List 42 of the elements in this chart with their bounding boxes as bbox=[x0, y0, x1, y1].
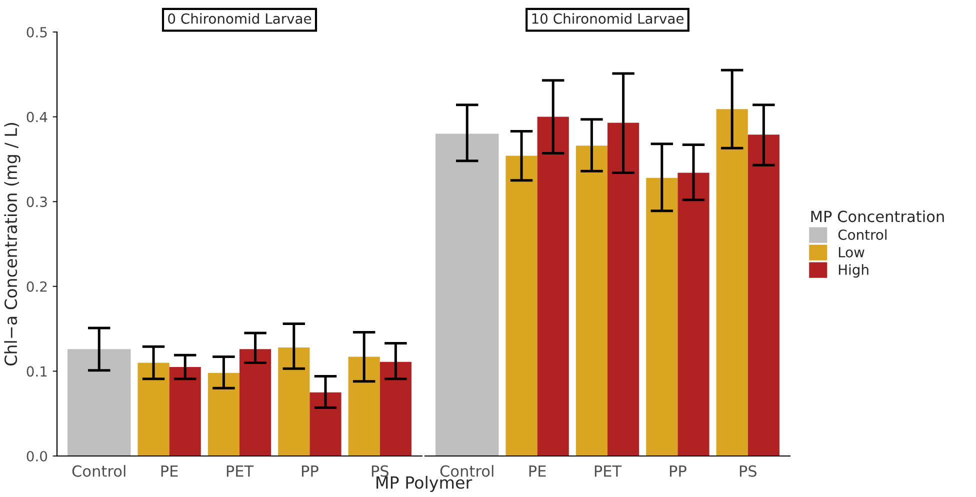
bar bbox=[380, 362, 412, 456]
legend-label: Control bbox=[838, 229, 886, 240]
bar bbox=[169, 366, 201, 456]
bar bbox=[348, 356, 380, 456]
bar bbox=[208, 372, 240, 456]
legend-title: MP Concentration bbox=[811, 210, 944, 222]
bar bbox=[748, 134, 780, 456]
x-tick-label: PS bbox=[372, 465, 388, 477]
bar bbox=[646, 178, 678, 456]
y-tick-label: 0.2 bbox=[26, 281, 47, 292]
chart-title: 0 Chironomid Larvae bbox=[168, 13, 312, 24]
x-tick-label: PE bbox=[529, 466, 546, 477]
x-tick-label: Control bbox=[72, 465, 126, 477]
bar bbox=[506, 156, 538, 456]
y-tick-label: 0.3 bbox=[26, 196, 47, 208]
x-tick-label: PP bbox=[302, 466, 318, 477]
x-tick-label: PS bbox=[740, 465, 756, 477]
x-tick-label: PET bbox=[594, 466, 622, 477]
y-tick-label: 0.4 bbox=[26, 112, 48, 122]
x-tick-label: Control bbox=[440, 465, 494, 477]
bar bbox=[716, 109, 748, 456]
bar bbox=[138, 362, 170, 456]
y-tick-label: 0.5 bbox=[26, 26, 47, 38]
bar bbox=[576, 146, 608, 456]
x-axis-title: MP Polymer bbox=[376, 476, 472, 492]
bar bbox=[68, 349, 131, 456]
x-tick-label: PET bbox=[226, 466, 254, 477]
bar bbox=[678, 172, 710, 456]
bar bbox=[240, 349, 272, 456]
y-tick-label: 0.0 bbox=[26, 450, 48, 462]
bar bbox=[436, 134, 499, 456]
x-tick-label: PE bbox=[161, 466, 178, 477]
y-tick-label: 0.1 bbox=[26, 366, 47, 377]
bar bbox=[608, 122, 640, 456]
bar bbox=[537, 116, 569, 456]
bar bbox=[310, 392, 342, 456]
legend-label: High bbox=[838, 264, 868, 278]
y-axis-title: Chl−a Concentration (mg / L) bbox=[4, 123, 20, 366]
chart-title: 10 Chironomid Larvae bbox=[532, 13, 684, 24]
bar bbox=[278, 347, 310, 456]
legend-label: Low bbox=[838, 247, 864, 258]
x-tick-label: PP bbox=[670, 466, 686, 477]
